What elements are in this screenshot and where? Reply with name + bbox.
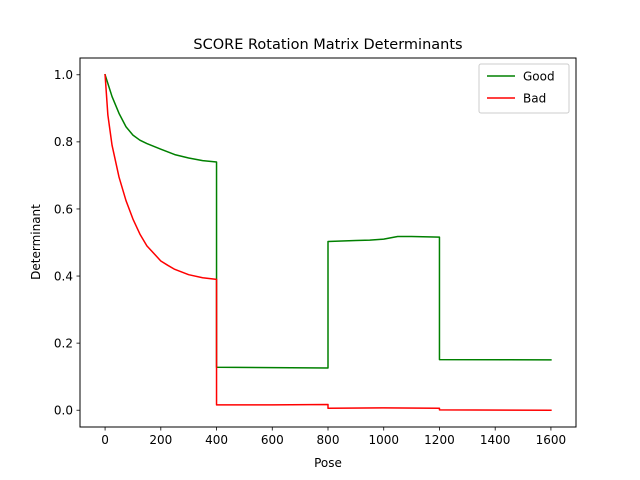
series-line-good	[104, 73, 552, 369]
x-axis: 0 200 400 600 800 1000 1200 1400 1600	[101, 427, 566, 447]
legend-label-good: Good	[523, 69, 555, 83]
y-axis-label: Determinant	[29, 204, 43, 280]
x-tick-label: 1000	[368, 433, 399, 447]
x-tick-label: 0	[101, 433, 109, 447]
y-tick-label: 0.6	[54, 202, 73, 216]
legend-label-bad: Bad	[523, 91, 546, 105]
x-tick-label: 400	[205, 433, 228, 447]
x-tick-label: 1200	[424, 433, 455, 447]
legend: Good Bad	[478, 63, 570, 114]
y-tick-label: 0.2	[54, 336, 73, 350]
chart-title: SCORE Rotation Matrix Determinants	[193, 37, 462, 53]
x-tick-label: 1400	[480, 433, 511, 447]
y-axis: 0.0 0.2 0.4 0.6 0.8 1.0	[54, 68, 80, 418]
y-tick-label: 0.0	[54, 404, 73, 418]
x-tick-label: 200	[149, 433, 172, 447]
x-tick-label: 800	[317, 433, 340, 447]
x-tick-label: 1600	[536, 433, 567, 447]
x-axis-label: Pose	[314, 456, 342, 470]
y-tick-label: 0.8	[54, 135, 73, 149]
series-line-bad	[104, 73, 552, 411]
y-tick-label: 0.4	[54, 269, 73, 283]
x-tick-label: 600	[261, 433, 284, 447]
plot-area	[104, 73, 552, 411]
y-tick-label: 1.0	[54, 68, 73, 82]
